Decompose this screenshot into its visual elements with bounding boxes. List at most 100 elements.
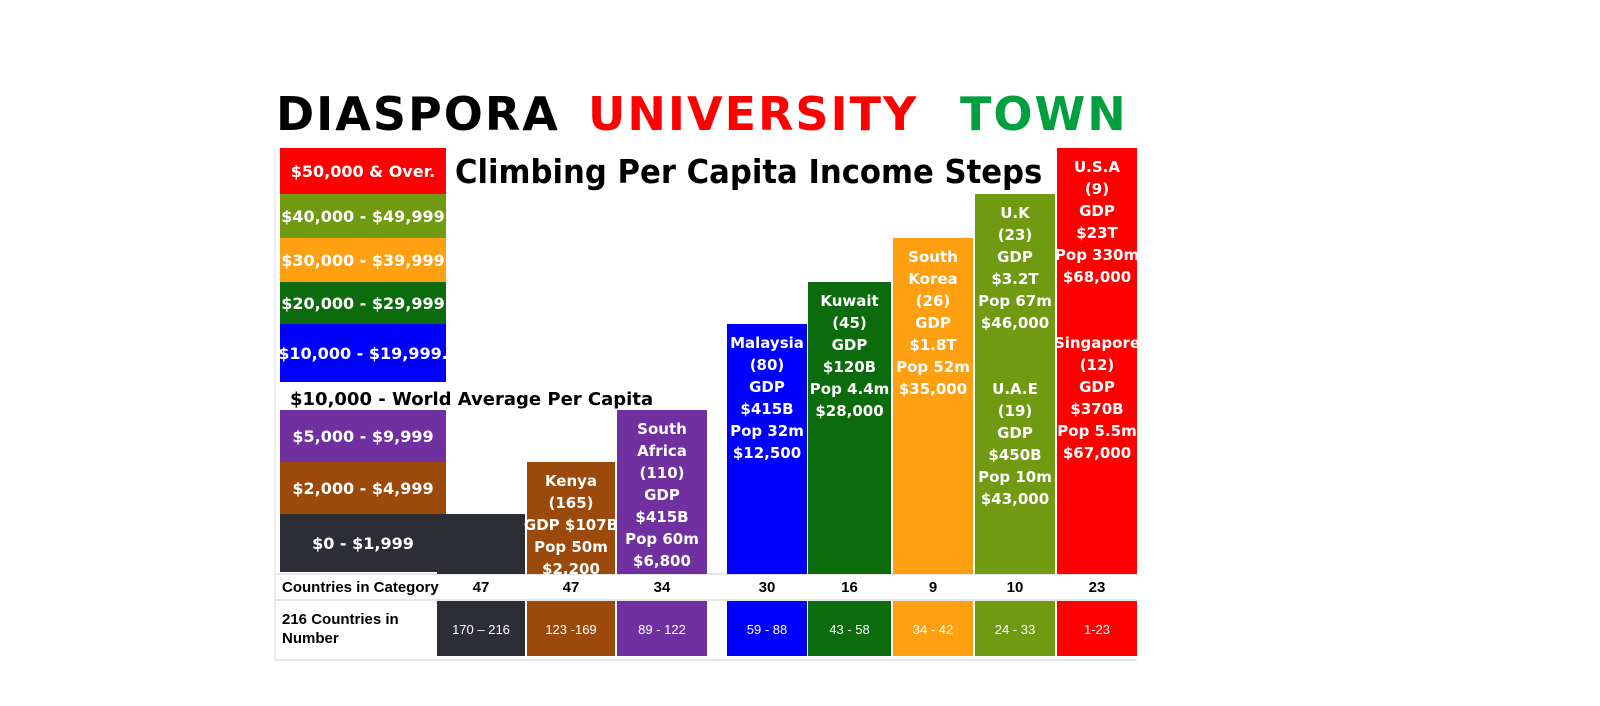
- legend-item: $50,000 & Over.: [280, 148, 446, 194]
- count-label: 10: [1007, 579, 1024, 596]
- range-label: 34 - 42: [913, 622, 953, 637]
- bar: [527, 462, 615, 574]
- bar-label: Pop 10m: [978, 468, 1052, 486]
- range-cell: [437, 601, 525, 656]
- bar-label: GDP: [749, 378, 785, 396]
- bar-label: South: [637, 420, 687, 438]
- bar-label: U.S.A: [1074, 158, 1120, 176]
- bar-label: Pop 52m: [896, 358, 970, 376]
- bar-label: Korea: [908, 270, 957, 288]
- bar: [808, 282, 891, 574]
- bar-label: $120B: [823, 358, 876, 376]
- range-label: 43 - 58: [829, 622, 869, 637]
- count-label: 9: [929, 579, 937, 596]
- bar-label: (165): [548, 494, 593, 512]
- bar-label: GDP: [915, 314, 951, 332]
- bar-label: GDP: [997, 424, 1033, 442]
- bar-label: Pop 5.5m: [1057, 422, 1136, 440]
- bar-label: Pop 67m: [978, 292, 1052, 310]
- bar-label: GDP: [644, 486, 680, 504]
- bar-label: $12,500: [733, 444, 801, 462]
- bar-label: (80): [750, 356, 785, 374]
- bar-label: GDP: [1079, 202, 1115, 220]
- bar-label: Kuwait: [820, 292, 878, 310]
- bar-label: GDP: [1079, 378, 1115, 396]
- bar-label: Singapore: [1054, 334, 1140, 352]
- range-label: 89 - 122: [638, 622, 686, 637]
- legend-item: $40,000 - $49,999: [280, 194, 446, 238]
- bar-label: U.A.E: [992, 380, 1038, 398]
- range-label: 170 – 216: [452, 622, 510, 637]
- bar-label: (26): [916, 292, 951, 310]
- bar-label: $370B: [1070, 400, 1123, 418]
- bar-label: Pop 330m: [1055, 246, 1139, 264]
- bar-label: $6,800: [633, 552, 691, 570]
- legend-item: $2,000 - $4,999: [280, 462, 446, 514]
- bar-label: $1.8T: [909, 336, 957, 354]
- bar-label: (9): [1085, 180, 1109, 198]
- bar: [727, 324, 807, 574]
- range-cell: [727, 601, 807, 656]
- bar-label: Pop 50m: [534, 538, 608, 556]
- bar: [975, 194, 1055, 574]
- bar-label: Africa: [637, 442, 687, 460]
- range-label: 123 -169: [545, 622, 596, 637]
- bar-label: U.K: [1000, 204, 1031, 222]
- legend-item: $10,000 - $19,999.: [278, 324, 448, 382]
- bar-label: $68,000: [1063, 268, 1131, 286]
- bar-label: GDP: [832, 336, 868, 354]
- range-label: 24 - 33: [995, 622, 1035, 637]
- bar-label: $3.2T: [991, 270, 1039, 288]
- legend-item: $0 - $1,999: [280, 514, 446, 572]
- bar-label: GDP: [997, 248, 1033, 266]
- world-average-label: $10,000 - World Average Per Capita: [290, 389, 654, 410]
- range-label: 59 - 88: [747, 622, 787, 637]
- range-cell: [893, 601, 973, 656]
- bar-label: (45): [832, 314, 867, 332]
- bar-label: $43,000: [981, 490, 1049, 508]
- bar-label: $35,000: [899, 380, 967, 398]
- bar-label: $46,000: [981, 314, 1049, 332]
- range-cell: [617, 601, 707, 656]
- bar: [1057, 148, 1137, 574]
- legend-item: $5,000 - $9,999: [280, 410, 446, 462]
- bar: [437, 514, 525, 574]
- title-town: TOWN: [960, 87, 1128, 141]
- title-diaspora: DIASPORA: [276, 87, 560, 141]
- count-label: 23: [1089, 579, 1106, 596]
- bar: [893, 238, 973, 574]
- legend-item: $30,000 - $39,999: [280, 238, 446, 282]
- range-cell: [808, 601, 891, 656]
- range-cell: [1057, 601, 1137, 656]
- count-label: 16: [841, 579, 858, 596]
- count-label: 30: [759, 579, 776, 596]
- bar-label: Pop 32m: [730, 422, 804, 440]
- bar: [617, 410, 707, 574]
- range-cell: [527, 601, 615, 656]
- bar-label: Malaysia: [730, 334, 804, 352]
- legend-item: $20,000 - $29,999: [280, 282, 446, 324]
- bar-label: GDP $107B: [524, 516, 618, 534]
- count-label: 47: [473, 579, 490, 596]
- count-label: 47: [563, 579, 580, 596]
- bar-label: Pop 4.4m: [810, 380, 889, 398]
- bar-label: $23T: [1076, 224, 1118, 242]
- bar-label: (19): [998, 402, 1033, 420]
- count-label: 34: [654, 579, 671, 596]
- bar-label: $415B: [740, 400, 793, 418]
- title-university: UNIVERSITY: [588, 87, 919, 141]
- chart-subtitle: Climbing Per Capita Income Steps: [455, 152, 1043, 191]
- bar-label: Pop 60m: [625, 530, 699, 548]
- bar-label: South: [908, 248, 958, 266]
- bar-label: $450B: [988, 446, 1041, 464]
- bar-label: (110): [639, 464, 684, 482]
- range-label: 1-23: [1084, 622, 1110, 637]
- bar-label: $2,200: [542, 560, 600, 578]
- bar-label: (23): [998, 226, 1033, 244]
- bar-label: $67,000: [1063, 444, 1131, 462]
- bar-label: $28,000: [815, 402, 883, 420]
- bar-label: (12): [1080, 356, 1115, 374]
- bar-label: Kenya: [545, 472, 597, 490]
- bar-label: $415B: [635, 508, 688, 526]
